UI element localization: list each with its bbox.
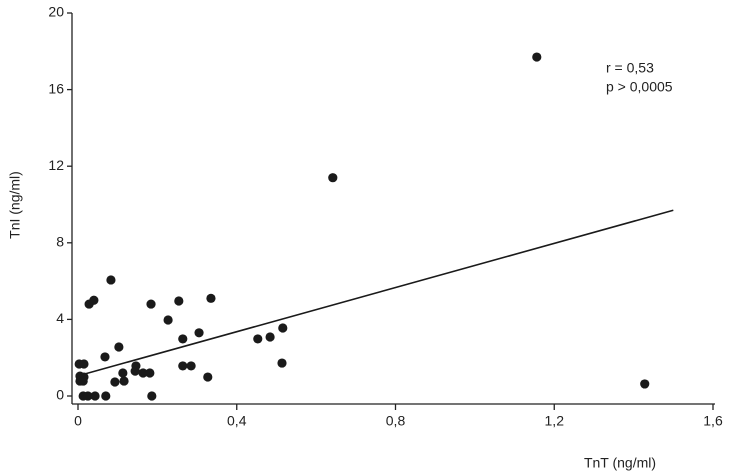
x-tick-label: 0 — [74, 413, 82, 429]
y-tick-label: 20 — [48, 4, 64, 20]
x-tick-label: 0,4 — [227, 413, 247, 429]
point — [278, 323, 288, 333]
point — [145, 368, 155, 378]
x-tick-label: 1,6 — [703, 413, 723, 429]
y-axis-label: TnI (ng/ml) — [7, 171, 23, 239]
point — [265, 332, 275, 342]
point — [90, 391, 100, 401]
x-axis-label: TnT (ng/ml) — [584, 455, 656, 471]
point — [203, 372, 213, 382]
point — [174, 296, 184, 306]
y-tick-label: 4 — [56, 310, 64, 326]
point — [106, 275, 116, 285]
x-tick-label: 0,8 — [386, 413, 406, 429]
point — [119, 376, 129, 386]
point — [79, 359, 89, 369]
y-tick-label: 16 — [48, 80, 64, 96]
point — [163, 315, 173, 325]
point — [130, 366, 140, 376]
point — [110, 377, 120, 387]
trend-line — [77, 209, 674, 377]
annotation: r = 0,53 — [606, 60, 654, 76]
point — [194, 328, 204, 338]
x-tick-label: 1,2 — [545, 413, 565, 429]
point — [206, 293, 216, 303]
point — [147, 391, 157, 401]
point — [101, 391, 111, 401]
point — [78, 376, 88, 386]
point — [178, 334, 188, 344]
point — [89, 295, 99, 305]
point — [83, 391, 93, 401]
point — [178, 361, 188, 371]
point — [118, 368, 128, 378]
point — [146, 299, 156, 309]
y-tick-label: 0 — [56, 387, 64, 403]
point — [253, 334, 263, 344]
annotation: p > 0,0005 — [606, 79, 673, 95]
point — [100, 352, 110, 362]
y-tick-label: 12 — [48, 157, 64, 173]
y-tick-label: 8 — [56, 234, 64, 250]
point — [138, 368, 148, 378]
point — [114, 342, 124, 352]
point — [640, 379, 650, 389]
point — [328, 173, 338, 183]
point — [532, 52, 542, 62]
point — [186, 361, 196, 371]
point — [277, 358, 287, 368]
